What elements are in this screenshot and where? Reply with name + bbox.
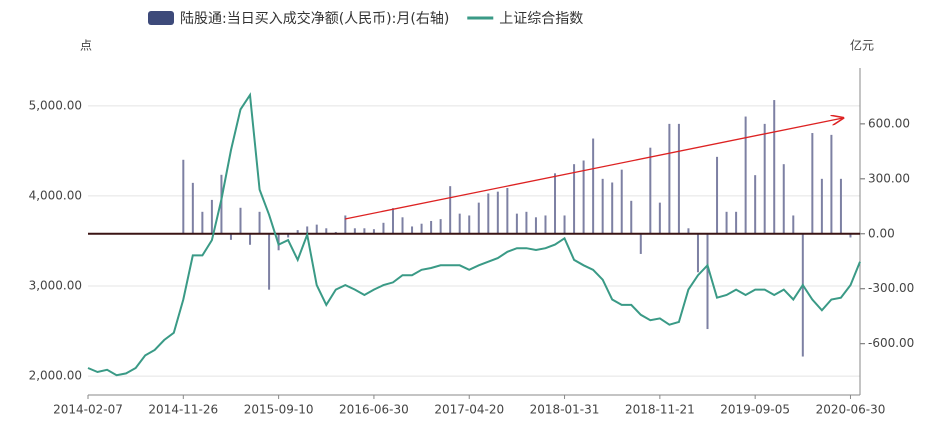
bar xyxy=(401,217,404,234)
bar xyxy=(773,100,776,234)
y2-tick-label: 0.00 xyxy=(868,226,895,240)
x-tick-label: 2018-11-21 xyxy=(625,403,695,417)
bar xyxy=(696,233,699,273)
bar xyxy=(668,123,671,234)
y2-tick-label: 300.00 xyxy=(868,171,910,185)
bar xyxy=(601,178,604,234)
bar xyxy=(344,215,347,234)
bar xyxy=(763,123,766,234)
bar xyxy=(735,211,738,234)
y2-tick-label: -600.00 xyxy=(868,336,914,350)
y-tick-label: 5,000.00 xyxy=(29,98,82,112)
bar xyxy=(201,211,204,234)
bar xyxy=(229,233,232,240)
bar xyxy=(534,217,537,234)
bar xyxy=(382,222,385,234)
bar xyxy=(515,213,518,234)
bar xyxy=(792,215,795,234)
bar xyxy=(754,175,757,234)
bar xyxy=(706,233,709,330)
x-tick-label: 2017-04-20 xyxy=(434,403,504,417)
bar xyxy=(458,213,461,234)
bar xyxy=(391,208,394,234)
bar xyxy=(439,219,442,234)
legend-label: 陆股通:当日买入成交净额(人民币):月(右轴) xyxy=(180,10,449,27)
bar xyxy=(487,193,490,234)
bar xyxy=(296,230,299,234)
bar xyxy=(315,224,318,234)
y2-tick-label: -300.00 xyxy=(868,281,914,295)
bar xyxy=(820,178,823,234)
line xyxy=(87,92,861,377)
bar xyxy=(306,226,309,234)
bar xyxy=(811,133,814,234)
bar xyxy=(725,211,728,234)
bar xyxy=(611,182,614,234)
bar xyxy=(658,202,661,234)
bar xyxy=(554,173,557,234)
bar xyxy=(544,215,547,234)
bar xyxy=(592,138,595,234)
y-tick-label: 2,000.00 xyxy=(29,369,82,383)
bar xyxy=(620,169,623,234)
x-tick-label: 2015-09-10 xyxy=(244,403,314,417)
bar xyxy=(258,211,261,234)
bar xyxy=(430,220,433,234)
bar xyxy=(687,228,690,234)
bar xyxy=(801,233,804,357)
legend-swatch xyxy=(148,11,174,25)
bar xyxy=(372,229,375,234)
x-tick-label: 2019-09-05 xyxy=(720,403,790,417)
y2-tick-label: 600.00 xyxy=(868,116,910,130)
legend-label: 上证综合指数 xyxy=(499,11,583,27)
x-tick-label: 2016-06-30 xyxy=(339,403,409,417)
x-tick-label: 2014-11-26 xyxy=(148,403,218,417)
bar xyxy=(639,233,642,254)
bar xyxy=(563,215,566,234)
bar xyxy=(677,123,680,234)
bar xyxy=(449,186,452,234)
bar xyxy=(287,233,290,238)
y-axis-label: 点 xyxy=(80,39,92,53)
x-tick-label: 2020-06-30 xyxy=(816,403,886,417)
bar xyxy=(630,200,633,234)
bar xyxy=(239,207,242,234)
trend-arrow xyxy=(344,118,843,220)
bar xyxy=(496,191,499,234)
bar xyxy=(420,223,423,234)
bar xyxy=(649,147,652,234)
plot-area: 2,000.00 3,000.00 4,000.00 5,000.00 -600.00 -… xyxy=(29,68,914,417)
bar xyxy=(363,228,366,234)
bar xyxy=(782,164,785,234)
bar xyxy=(477,202,480,234)
bar xyxy=(716,156,719,234)
bar xyxy=(525,211,528,234)
bar xyxy=(191,182,194,234)
bar xyxy=(506,187,509,234)
bar xyxy=(353,228,356,234)
bar xyxy=(268,233,271,290)
bar xyxy=(325,228,328,234)
bar xyxy=(249,233,252,245)
bar xyxy=(182,159,185,234)
y-tick-label: 4,000.00 xyxy=(29,188,82,202)
bar xyxy=(839,178,842,234)
bar xyxy=(849,233,852,238)
y2-axis-label: 亿元 xyxy=(850,38,874,53)
bar xyxy=(573,164,576,234)
bar xyxy=(830,134,833,234)
bar xyxy=(744,116,747,234)
x-tick-label: 2014-02-07 xyxy=(53,403,123,417)
bar xyxy=(411,226,414,234)
bar xyxy=(220,174,223,234)
x-tick-label: 2018-01-31 xyxy=(530,403,600,417)
bar xyxy=(468,215,471,234)
bar xyxy=(582,160,585,234)
bar xyxy=(210,199,213,234)
y-tick-label: 3,000.00 xyxy=(29,279,82,293)
